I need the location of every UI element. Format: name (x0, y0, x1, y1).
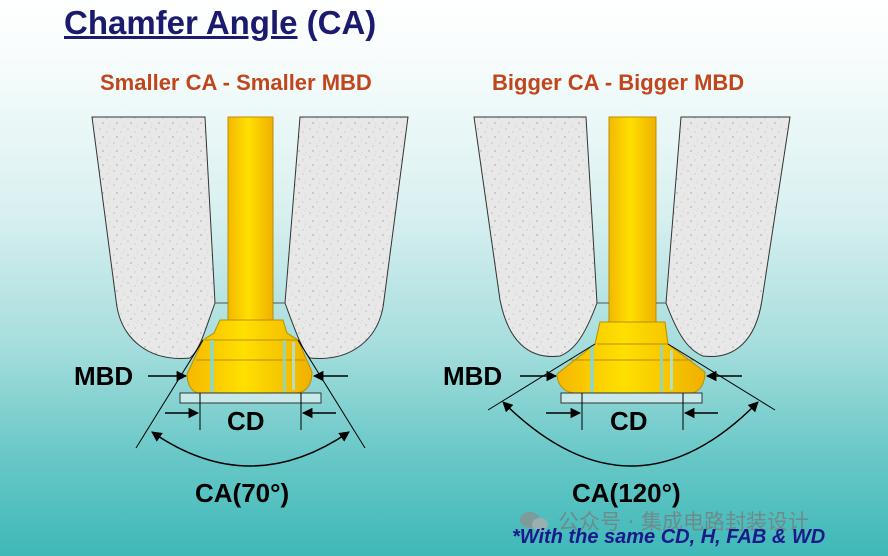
left-mbd-label: MBD (74, 361, 133, 391)
right-ca-label: CA(120°) (572, 478, 681, 508)
right-capillary-right (665, 116, 791, 357)
left-capillary-left (91, 116, 216, 359)
page-title: Chamfer Angle (CA) (64, 4, 376, 42)
left-bond-pad (179, 392, 322, 404)
left-cd-label: CD (227, 406, 265, 436)
left-capillary-right (284, 116, 409, 359)
watermark: 公众号 · 集成电路封装设计 (520, 506, 809, 536)
footnote: *With the same CD, H, FAB & WD (512, 526, 826, 548)
title-suffix: (CA) (297, 4, 377, 41)
left-diagram: MBD CD CA(70°) (74, 116, 409, 508)
right-mbd-label: MBD (443, 361, 502, 391)
right-subtitle: Bigger CA - Bigger MBD (492, 70, 745, 95)
left-ca-label: CA(70°) (195, 478, 289, 508)
right-diagram: MBD CD CA(120°) (443, 116, 791, 508)
right-cd-label: CD (610, 406, 648, 436)
right-wire (608, 116, 657, 323)
wechat-icon (520, 510, 550, 532)
watermark-text: 公众号 · 集成电路封装设计 (558, 510, 810, 534)
left-subtitle: Smaller CA - Smaller MBD (100, 70, 372, 95)
right-capillary-left (473, 116, 598, 357)
title-main: Chamfer Angle (64, 4, 298, 41)
left-wire (227, 116, 274, 321)
